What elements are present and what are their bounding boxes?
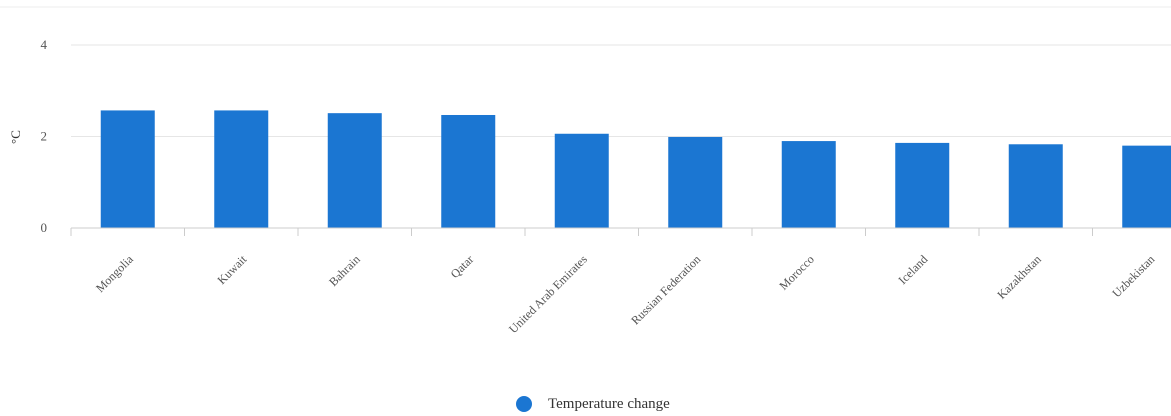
bar-9 [1122, 145, 1171, 228]
x-tick-label-1: Kuwait [214, 252, 249, 287]
y-tick-label-2: 2 [41, 129, 48, 144]
x-tick-label-9: Uzbekistan [1109, 252, 1157, 300]
legend-marker-icon [516, 396, 532, 412]
y-tick-label-4: 4 [41, 37, 48, 52]
bar-layer [100, 110, 1171, 228]
x-tick-label-4: United Arab Emirates [506, 252, 590, 336]
x-tick-label-2: Bahrain [326, 252, 363, 289]
bar-4 [554, 133, 609, 228]
bar-3 [441, 114, 496, 228]
bar-5 [668, 136, 723, 228]
bar-7 [895, 142, 950, 228]
bar-1 [214, 110, 269, 228]
legend-label: Temperature change [548, 395, 670, 412]
y-axis-title: °C [8, 130, 23, 144]
x-tick-label-7: Iceland [896, 252, 931, 287]
y-tick-label-0: 0 [41, 220, 48, 235]
x-tick-label-5: Russian Federation [628, 252, 703, 327]
legend[interactable]: Temperature change [516, 394, 670, 414]
bar-6 [781, 141, 836, 228]
x-tick-label-0: Mongolia [93, 252, 136, 295]
x-tick-label-3: Qatar [448, 252, 477, 281]
bar-2 [327, 113, 382, 228]
bar-0 [100, 110, 155, 228]
bar-8 [1008, 144, 1063, 228]
x-tick-label-8: Kazakhstan [994, 252, 1043, 301]
x-tick-label-6: Morocco [776, 252, 817, 293]
